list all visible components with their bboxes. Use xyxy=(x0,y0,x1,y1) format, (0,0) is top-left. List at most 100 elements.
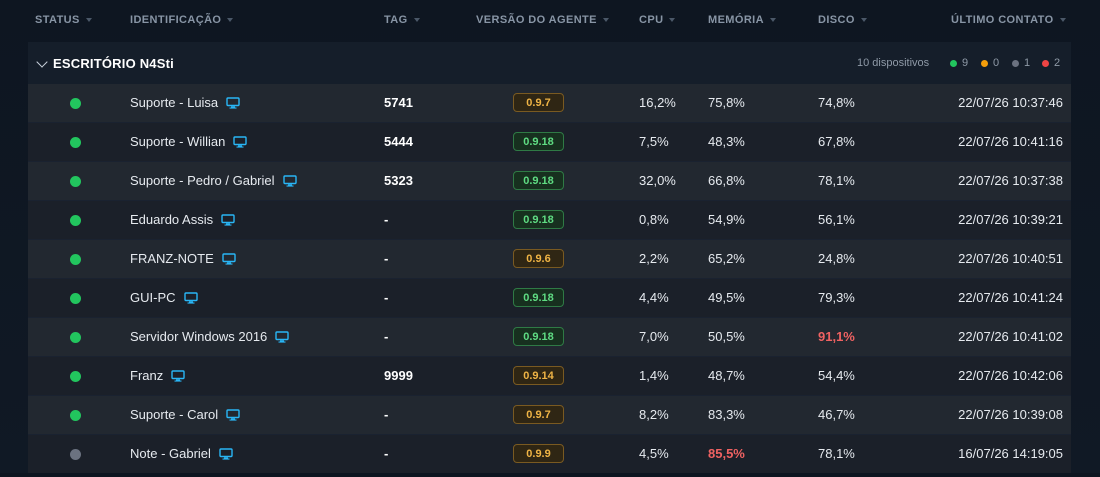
table-row[interactable]: Suporte - Willian 5444 0.9.18 7,5% 48,3% 67,8… xyxy=(28,123,1071,162)
legend-count: 9 xyxy=(962,57,969,69)
device-name-cell[interactable]: Note - Gabriel xyxy=(130,446,233,461)
disk-usage: 78,1% xyxy=(818,446,855,461)
memory-usage: 54,9% xyxy=(708,212,745,227)
device-name-cell[interactable]: Suporte - Luisa xyxy=(130,95,240,110)
cpu-usage: 7,0% xyxy=(639,329,669,344)
device-tag: - xyxy=(384,251,389,266)
column-cpu[interactable]: CPU xyxy=(639,14,676,26)
disk-usage: 79,3% xyxy=(818,290,855,305)
last-contact: 16/07/26 14:19:05 xyxy=(958,446,1063,461)
device-rows: Suporte - Luisa 5741 0.9.7 16,2% 75,8% 74,8% 2… xyxy=(28,84,1071,474)
disk-usage: 24,8% xyxy=(818,251,855,266)
disk-usage: 54,4% xyxy=(818,368,855,383)
column-memoria[interactable]: MEMÓRIA xyxy=(708,14,776,26)
memory-usage: 48,3% xyxy=(708,134,745,149)
device-name-cell[interactable]: Franz xyxy=(130,368,185,383)
last-contact: 22/07/26 10:39:21 xyxy=(958,212,1063,227)
status-indicator xyxy=(70,371,81,382)
column-ultimo-contato-label: ÚLTIMO CONTATO xyxy=(951,14,1054,26)
memory-usage: 50,5% xyxy=(708,329,745,344)
device-name-cell[interactable]: GUI-PC xyxy=(130,290,198,305)
table-row[interactable]: FRANZ-NOTE - 0.9.6 2,2% 65,2% 24,8% 22/07/26 1… xyxy=(28,240,1071,279)
column-tag[interactable]: TAG xyxy=(384,14,420,26)
status-indicator xyxy=(70,176,81,187)
device-tag: 9999 xyxy=(384,368,413,383)
memory-usage: 48,7% xyxy=(708,368,745,383)
sort-icon xyxy=(769,18,776,22)
status-indicator xyxy=(70,332,81,343)
device-name-cell[interactable]: FRANZ-NOTE xyxy=(130,251,236,266)
cpu-usage: 7,5% xyxy=(639,134,669,149)
legend-count: 2 xyxy=(1054,57,1061,69)
column-status[interactable]: STATUS xyxy=(35,14,92,26)
device-name: FRANZ-NOTE xyxy=(130,251,214,266)
column-ultimo-contato[interactable]: ÚLTIMO CONTATO xyxy=(951,14,1066,26)
disk-usage: 74,8% xyxy=(818,95,855,110)
device-count: 10 dispositivos xyxy=(857,57,930,69)
status-indicator xyxy=(70,410,81,421)
device-name: Suporte - Willian xyxy=(130,134,226,149)
device-tag: - xyxy=(384,329,389,344)
column-versao-label: VERSÃO DO AGENTE xyxy=(476,14,597,26)
agent-version-badge: 0.9.9 xyxy=(513,444,564,463)
table-row[interactable]: Suporte - Pedro / Gabriel 5323 0.9.18 32,0%… xyxy=(28,162,1071,201)
legend-item: 0 xyxy=(981,57,999,69)
agent-version-badge: 0.9.7 xyxy=(513,405,564,424)
monitor-icon[interactable] xyxy=(226,96,240,109)
sort-icon xyxy=(602,18,609,22)
status-indicator xyxy=(70,254,81,265)
column-disco[interactable]: DISCO xyxy=(818,14,867,26)
agent-version-badge: 0.9.18 xyxy=(513,327,564,346)
memory-usage: 85,5% xyxy=(708,446,745,461)
device-name: Eduardo Assis xyxy=(130,212,214,227)
monitor-icon[interactable] xyxy=(221,213,235,226)
last-contact: 22/07/26 10:42:06 xyxy=(958,368,1063,383)
table-row[interactable]: Suporte - Luisa 5741 0.9.7 16,2% 75,8% 74,8% 2… xyxy=(28,84,1071,123)
group-title: ESCRITÓRIO N4Sti xyxy=(53,56,174,71)
monitor-icon[interactable] xyxy=(275,330,289,343)
chevron-down-icon[interactable] xyxy=(36,56,48,68)
device-name-cell[interactable]: Suporte - Willian xyxy=(130,134,248,149)
sort-icon xyxy=(860,18,867,22)
monitor-icon[interactable] xyxy=(222,252,236,265)
memory-usage: 83,3% xyxy=(708,407,745,422)
table-row[interactable]: Note - Gabriel - 0.9.9 4,5% 85,5% 78,1% 16/07/… xyxy=(28,435,1071,474)
status-indicator xyxy=(70,449,81,460)
device-name-cell[interactable]: Suporte - Carol xyxy=(130,407,240,422)
table-row[interactable]: GUI-PC - 0.9.18 4,4% 49,5% 79,3% 22/07/26 10:4… xyxy=(28,279,1071,318)
group-header[interactable]: ESCRITÓRIO N4Sti 10 dispositivos 9 0 1 2 xyxy=(28,42,1071,85)
monitor-icon[interactable] xyxy=(183,291,198,304)
agent-version-badge: 0.9.7 xyxy=(513,93,564,112)
device-tag: - xyxy=(384,290,389,305)
cpu-usage: 1,4% xyxy=(639,368,669,383)
device-name: Suporte - Carol xyxy=(130,407,219,422)
sort-icon xyxy=(669,18,676,22)
monitor-icon[interactable] xyxy=(219,447,233,460)
device-name-cell[interactable]: Servidor Windows 2016 xyxy=(130,329,289,344)
column-versao[interactable]: VERSÃO DO AGENTE xyxy=(476,14,609,26)
table-row[interactable]: Franz 9999 0.9.14 1,4% 48,7% 54,4% 22/07/26 10… xyxy=(28,357,1071,396)
table-header: STATUS IDENTIFICAÇÃO TAG VERSÃO DO AGENT… xyxy=(0,0,1100,42)
monitor-icon[interactable] xyxy=(282,174,297,187)
device-name-cell[interactable]: Suporte - Pedro / Gabriel xyxy=(130,173,297,188)
device-name-cell[interactable]: Eduardo Assis xyxy=(130,212,235,227)
device-group-panel: ESCRITÓRIO N4Sti 10 dispositivos 9 0 1 2 Su… xyxy=(28,42,1071,477)
last-contact: 22/07/26 10:41:16 xyxy=(958,134,1063,149)
legend-item: 1 xyxy=(1012,57,1030,69)
sort-icon xyxy=(1059,18,1066,22)
table-row[interactable]: Suporte - Carol - 0.9.7 8,2% 83,3% 46,7% 22/07… xyxy=(28,396,1071,435)
monitor-icon[interactable] xyxy=(233,135,248,148)
sort-icon xyxy=(227,18,234,22)
disk-usage: 78,1% xyxy=(818,173,855,188)
disk-usage: 56,1% xyxy=(818,212,855,227)
table-row[interactable]: Eduardo Assis - 0.9.18 0,8% 54,9% 56,1% 22/07/… xyxy=(28,201,1071,240)
table-row[interactable]: Servidor Windows 2016 - 0.9.18 7,0% 50,5% 91,… xyxy=(28,318,1071,357)
column-disco-label: DISCO xyxy=(818,14,855,26)
disk-usage: 91,1% xyxy=(818,329,855,344)
device-tag: - xyxy=(384,407,389,422)
monitor-icon[interactable] xyxy=(226,408,240,421)
column-identificacao[interactable]: IDENTIFICAÇÃO xyxy=(130,14,234,26)
device-tag: - xyxy=(384,446,389,461)
monitor-icon[interactable] xyxy=(171,369,185,382)
